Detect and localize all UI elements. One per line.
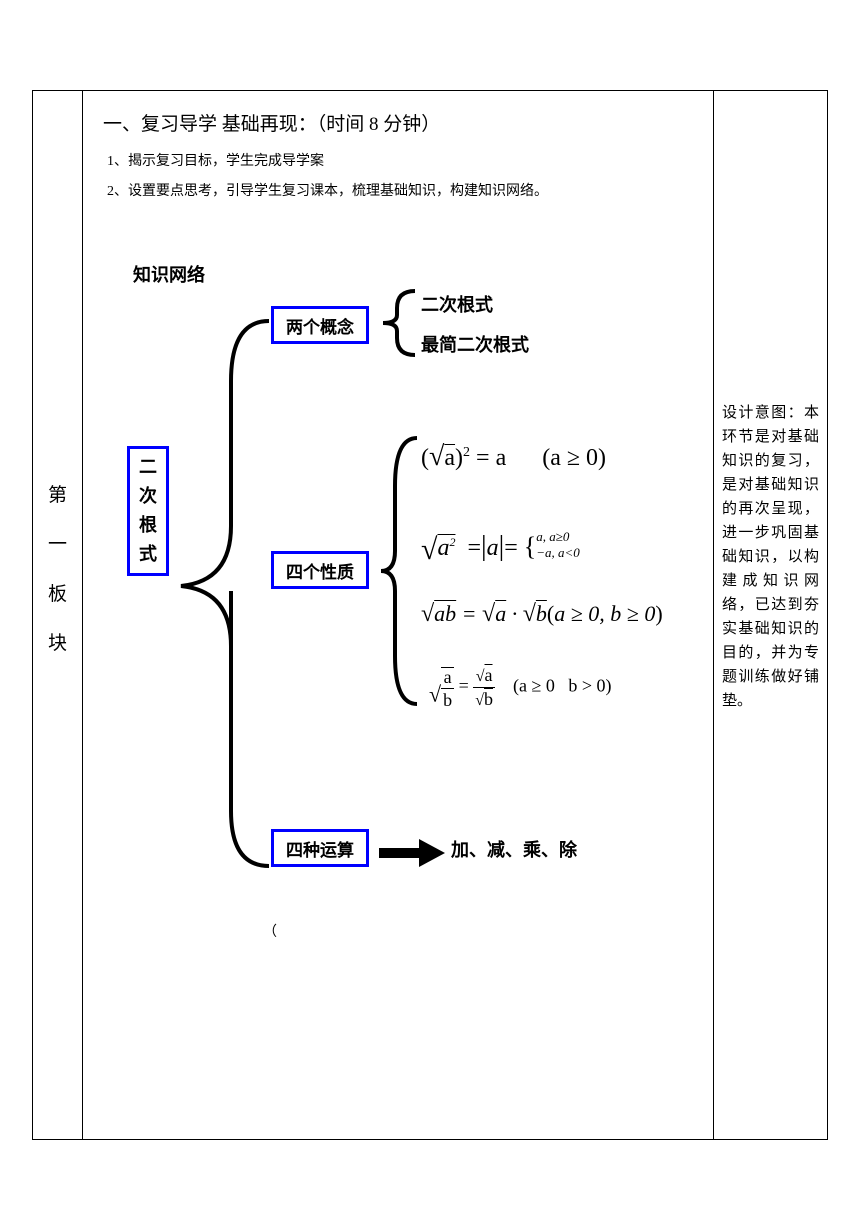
root-char-3: 根 [139, 511, 157, 540]
left-char-3: 板 [33, 570, 82, 619]
left-column: 第 一 板 块 [33, 91, 83, 1140]
sub-item-2: 2、设置要点思考，引导学生复习课本，梳理基础知识，构建知识网络。 [103, 180, 693, 200]
left-char-4: 块 [33, 619, 82, 668]
right-text: 设计意图：本环节是对基础知识的复习，是对基础知识的再次呈现，进一步巩固基础知识，… [722, 401, 819, 713]
box1-label-2: 最简二次根式 [421, 331, 529, 357]
formula-2: √a2 =|a|= {a, a≥0−a, a<0 [421, 531, 580, 567]
brace-box1 [377, 283, 417, 363]
left-char-1: 第 [33, 471, 82, 520]
right-column: 设计意图：本环节是对基础知识的复习，是对基础知识的再次呈现，进一步巩固基础知识，… [714, 91, 828, 1140]
formula-1: (√a)2 = a (a ≥ 0) [421, 441, 606, 473]
concept-box-1: 两个概念 [271, 306, 369, 344]
main-column: 一、复习导学 基础再现：（时间 8 分钟） 1、揭示复习目标，学生完成导学案 2… [83, 91, 714, 1140]
concept-box-2: 四个性质 [271, 551, 369, 589]
concept-box-3: 四种运算 [271, 829, 369, 867]
page-table: 第 一 板 块 一、复习导学 基础再现：（时间 8 分钟） 1、揭示复习目标，学… [32, 90, 828, 1140]
knowledge-diagram: 二 次 根 式 两个概念 二次根式 最简二次根式 四个性质 [103, 261, 693, 941]
arrow-icon [379, 839, 445, 867]
root-char-4: 式 [139, 540, 157, 569]
box1-label-1: 二次根式 [421, 291, 493, 317]
section-title: 一、复习导学 基础再现：（时间 8 分钟） [103, 109, 693, 136]
main-brace [171, 301, 271, 871]
brace-box2 [377, 426, 419, 716]
root-box: 二 次 根 式 [127, 446, 169, 576]
operations-text: 加、减、乘、除 [451, 836, 577, 862]
sub-item-1: 1、揭示复习目标，学生完成导学案 [103, 150, 693, 170]
left-char-2: 一 [33, 520, 82, 569]
stray-paren: （ [263, 921, 277, 941]
root-char-2: 次 [139, 482, 157, 511]
root-char-1: 二 [139, 453, 157, 482]
formula-4: √ab = √a√b (a ≥ 0 b > 0) [429, 666, 612, 709]
formula-3: √ab = √a · √b(a ≥ 0, b ≥ 0) [421, 601, 663, 628]
